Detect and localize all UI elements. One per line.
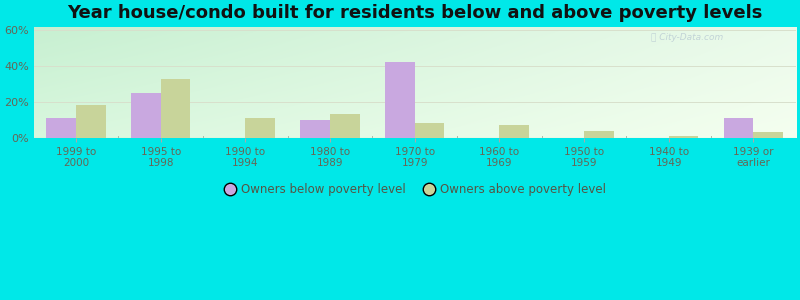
Bar [724,118,754,138]
Legend: Owners below poverty level, Owners above poverty level: Owners below poverty level, Owners above… [224,183,606,196]
Bar [330,114,360,138]
Bar [415,123,445,138]
Bar [754,132,783,138]
Title: Year house/condo built for residents below and above poverty levels: Year house/condo built for residents bel… [67,4,762,22]
Bar [161,79,190,138]
Bar [46,118,76,138]
Bar [499,125,529,138]
Bar [584,130,614,138]
Bar [76,106,106,138]
Bar [131,93,161,138]
Text: ⓘ City-Data.com: ⓘ City-Data.com [651,33,723,42]
Bar [246,118,275,138]
Bar [669,136,698,138]
Bar [301,120,330,138]
Bar [385,62,415,138]
